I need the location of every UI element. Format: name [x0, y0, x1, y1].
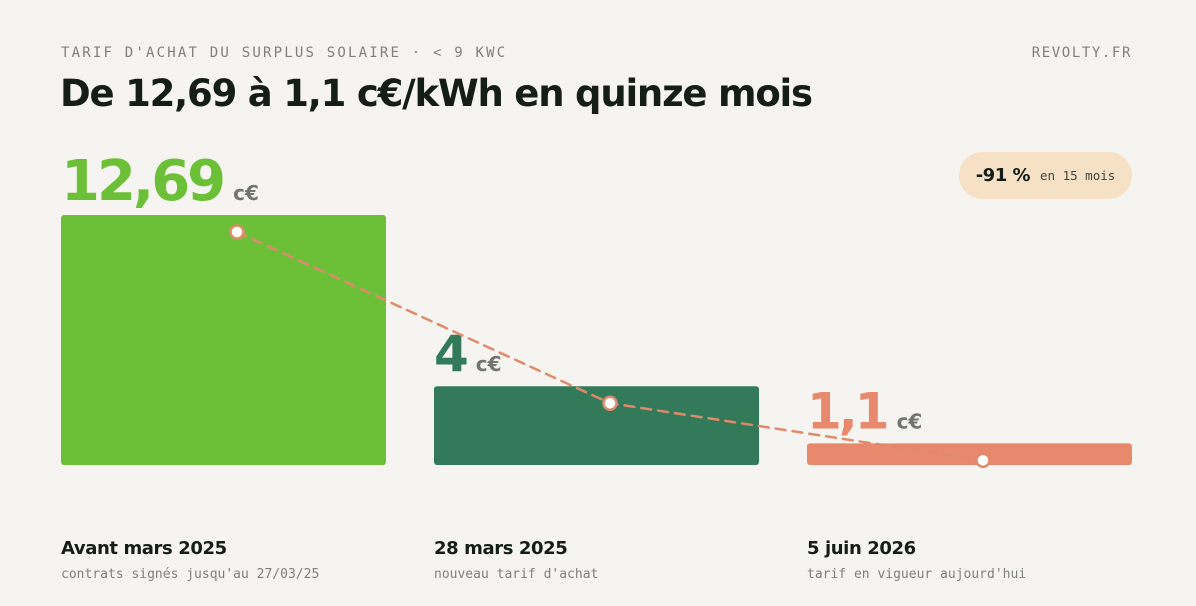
category-sublabel: contrats signés jusqu'au 27/03/25 [61, 567, 320, 582]
category-label: Avant mars 2025 [61, 538, 227, 559]
value-label: 12,69 [61, 149, 223, 214]
trend-point [229, 224, 245, 240]
bar [434, 386, 759, 465]
value-unit: c€ [476, 352, 502, 376]
value-label: 1,1 [807, 382, 887, 440]
value-label: 4 [434, 325, 467, 383]
value-unit: c€ [233, 181, 259, 205]
bar [61, 215, 386, 465]
category-sublabel: tarif en vigueur aujourd'hui [807, 567, 1027, 582]
change-badge: -91 % en 15 mois [959, 152, 1132, 199]
chart-title: De 12,69 à 1,1 c€/kWh en quinze mois [60, 72, 813, 115]
trend-point [602, 395, 618, 411]
chart-eyebrow: TARIF D'ACHAT DU SURPLUS SOLAIRE · < 9 K… [61, 45, 508, 61]
brand-label: REVOLTY.FR [1031, 45, 1132, 61]
trend-point [975, 452, 991, 469]
change-badge-caption: en 15 mois [1040, 168, 1116, 183]
value-unit: c€ [897, 409, 923, 433]
category-label: 5 juin 2026 [807, 538, 916, 559]
category-label: 28 mars 2025 [434, 538, 568, 559]
change-badge-value: -91 % [975, 165, 1031, 186]
bar [807, 443, 1132, 465]
category-sublabel: nouveau tarif d'achat [434, 567, 599, 582]
